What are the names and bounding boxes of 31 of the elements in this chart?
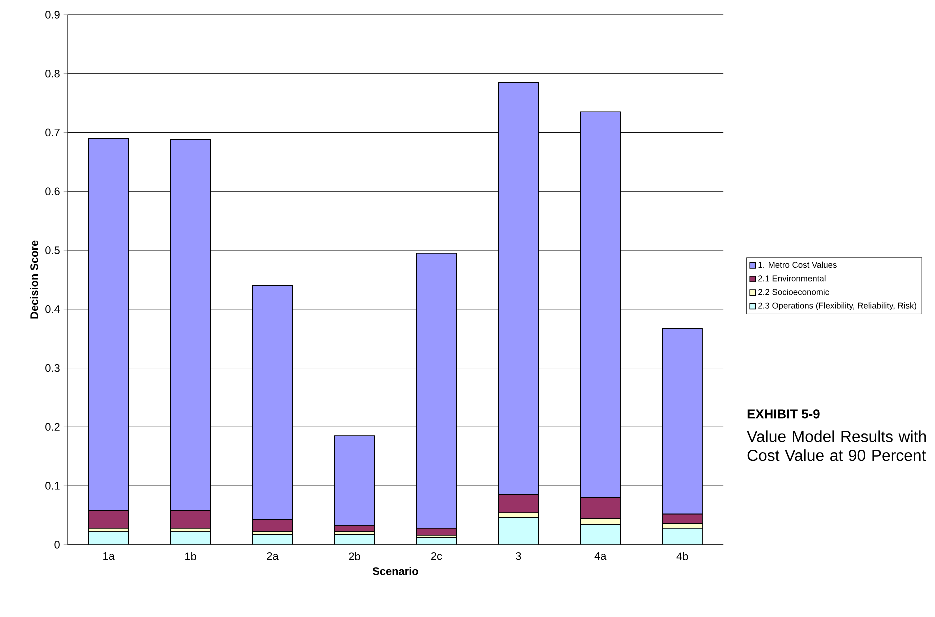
x-axis-title: Scenario — [372, 567, 418, 576]
y-tick-label: 0.5 — [46, 246, 60, 254]
y-tick-label: 0.7 — [46, 128, 60, 137]
legend-label: 1. Metro Cost Values — [758, 262, 837, 268]
y-tick-label: 0.3 — [46, 364, 60, 372]
x-tick-label: 4b — [676, 552, 688, 561]
x-tick-label: 1b — [186, 552, 196, 561]
y-tick-label: 0 — [54, 541, 60, 549]
y-tick-label: 0.9 — [46, 11, 60, 19]
x-tick-label: 3 — [516, 552, 522, 560]
y-axis-title: Decision Score — [30, 240, 38, 319]
y-tick-label: 0.2 — [46, 423, 60, 432]
bar — [580, 524, 621, 546]
legend-label: 2.1 Environmental — [758, 276, 826, 282]
legend-label: 2.3 Operations (Flexibility, Reliability, Risk) — [758, 302, 917, 311]
bar — [662, 528, 703, 546]
y-tick-label: 0.8 — [46, 70, 60, 78]
x-tick-label: 2c — [431, 552, 442, 560]
legend-label: 2.2 Socioeconomic — [758, 289, 830, 296]
text: EXHIBIT 5-9 — [748, 410, 820, 419]
y-tick-label: 0.1 — [46, 482, 60, 490]
text: Value Model Results with Cost Value at 90 Percent — [747, 430, 926, 462]
y-tick-label: 0.6 — [46, 188, 60, 196]
y-tick-label: 0.4 — [46, 306, 60, 314]
x-tick-label: 4a — [594, 552, 607, 560]
x-tick-label: 1a — [104, 552, 115, 560]
bar — [170, 532, 211, 546]
bar — [88, 532, 129, 546]
x-tick-label: 2a — [267, 552, 279, 560]
bar — [498, 518, 540, 546]
x-tick-label: 2b — [349, 552, 360, 561]
